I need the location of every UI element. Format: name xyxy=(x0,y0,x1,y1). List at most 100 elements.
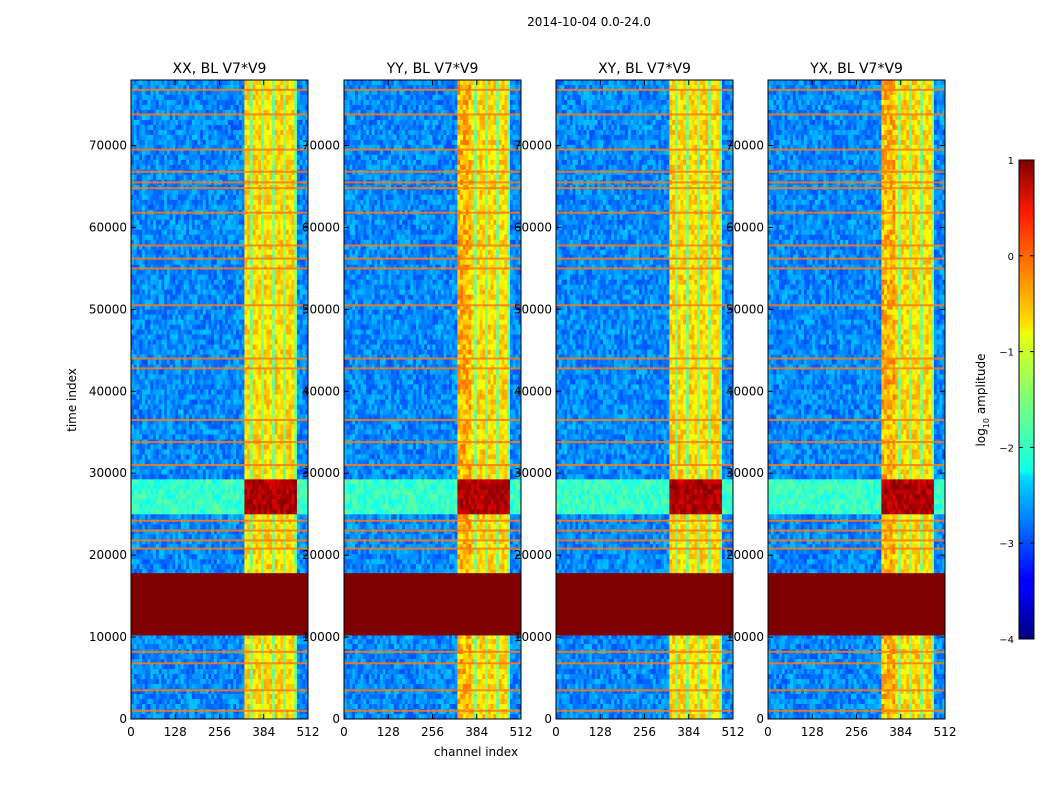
heatmap-cell xyxy=(175,349,179,356)
heatmap-cell xyxy=(280,154,284,161)
heatmap-cell xyxy=(155,139,160,146)
heatmap-cell xyxy=(241,234,245,241)
heatmap-cell xyxy=(133,229,138,236)
heatmap-cell xyxy=(244,254,248,261)
heatmap-cell xyxy=(285,314,290,321)
heatmap-cell xyxy=(296,229,301,236)
heatmap-cell xyxy=(155,384,160,391)
heatmap-cell xyxy=(200,334,204,341)
heatmap-cell xyxy=(178,394,182,400)
heatmap-cell xyxy=(186,229,190,236)
heatmap-cell xyxy=(283,159,287,166)
heatmap-cell xyxy=(249,459,254,465)
heatmap-cell xyxy=(166,94,171,101)
heatmap-cell xyxy=(269,384,273,391)
heatmap-cell xyxy=(150,334,154,341)
heatmap-cell xyxy=(236,89,240,96)
heatmap-cell xyxy=(236,359,240,366)
heatmap-cell xyxy=(291,344,295,351)
heatmap-cell xyxy=(255,399,259,405)
heatmap-cell xyxy=(150,409,154,415)
heatmap-cell xyxy=(147,304,151,311)
heatmap-cell xyxy=(263,199,268,206)
heatmap-cell xyxy=(222,164,226,171)
heatmap-cell xyxy=(291,144,295,151)
heatmap-cell xyxy=(147,94,151,101)
heatmap-cell xyxy=(258,359,262,366)
heatmap-cell xyxy=(194,289,198,296)
heatmap-cell xyxy=(280,304,284,311)
heatmap-cell xyxy=(208,254,212,261)
heatmap-cell xyxy=(191,394,196,400)
heatmap-cell xyxy=(178,434,182,440)
heatmap-cell xyxy=(147,104,151,111)
heatmap-cell xyxy=(147,89,151,96)
heatmap-cell xyxy=(208,419,212,425)
heatmap-cell xyxy=(131,449,135,455)
heatmap-cell xyxy=(153,89,157,96)
heatmap-cell xyxy=(252,279,256,286)
heatmap-cell xyxy=(244,374,248,381)
heatmap-cell xyxy=(219,304,223,311)
heatmap-cell xyxy=(225,204,229,211)
heatmap-cell xyxy=(131,80,135,86)
heatmap-cell xyxy=(166,174,171,181)
heatmap-cell xyxy=(283,424,287,430)
heatmap-cell xyxy=(166,289,171,296)
heatmap-cell xyxy=(238,84,243,91)
heatmap-cell xyxy=(175,419,179,425)
heatmap-cell xyxy=(144,394,149,400)
heatmap-cell xyxy=(202,259,207,266)
heatmap-cell xyxy=(266,314,270,321)
heatmap-cell xyxy=(283,379,287,386)
heatmap-cell xyxy=(180,80,185,86)
heatmap-cell xyxy=(266,434,270,440)
heatmap-cell xyxy=(238,119,243,126)
heatmap-cell xyxy=(213,394,218,400)
heatmap-cell xyxy=(227,229,232,236)
heatmap-cell xyxy=(277,459,281,465)
heatmap-cell xyxy=(208,144,212,151)
heatmap-cell xyxy=(169,329,173,336)
heatmap-cell xyxy=(225,399,229,405)
heatmap-cell xyxy=(183,299,187,306)
heatmap-cell xyxy=(247,404,251,410)
heatmap-cell xyxy=(133,324,138,331)
heatmap-cell xyxy=(175,129,179,136)
heatmap-cell xyxy=(197,454,201,460)
heatmap-cell xyxy=(274,299,279,306)
heatmap-cell xyxy=(216,104,220,111)
heatmap-cell xyxy=(189,254,193,261)
heatmap-cell xyxy=(158,354,162,361)
heatmap-cell xyxy=(161,369,165,376)
heatmap-cell xyxy=(213,104,218,111)
heatmap-cell xyxy=(211,199,215,206)
heatmap-cell xyxy=(153,149,157,156)
heatmap-cell xyxy=(139,339,143,346)
heatmap-cell xyxy=(269,459,273,465)
heatmap-cell xyxy=(260,154,265,161)
heatmap-cell xyxy=(142,249,146,256)
heatmap-cell xyxy=(269,349,273,356)
heatmap-cell xyxy=(147,299,151,306)
heatmap-cell xyxy=(153,234,157,241)
heatmap-cell xyxy=(172,259,176,266)
heatmap-cell xyxy=(133,404,138,410)
heatmap-cell xyxy=(166,339,171,346)
heatmap-cell xyxy=(144,229,149,236)
heatmap-cell xyxy=(269,149,273,156)
heatmap-cell xyxy=(164,384,168,391)
heatmap-cell xyxy=(244,229,248,236)
heatmap-cell xyxy=(302,459,306,465)
heatmap-cell xyxy=(233,384,237,391)
heatmap-cell xyxy=(274,444,279,450)
heatmap-cell xyxy=(158,259,162,266)
heatmap-cell xyxy=(208,159,212,166)
heatmap-cell xyxy=(247,299,251,306)
heatmap-cell xyxy=(252,314,256,321)
heatmap-cell xyxy=(238,159,243,166)
heatmap-cell xyxy=(202,284,207,291)
heatmap-cell xyxy=(211,94,215,101)
heatmap-cell xyxy=(197,334,201,341)
heatmap-cell xyxy=(227,464,232,470)
